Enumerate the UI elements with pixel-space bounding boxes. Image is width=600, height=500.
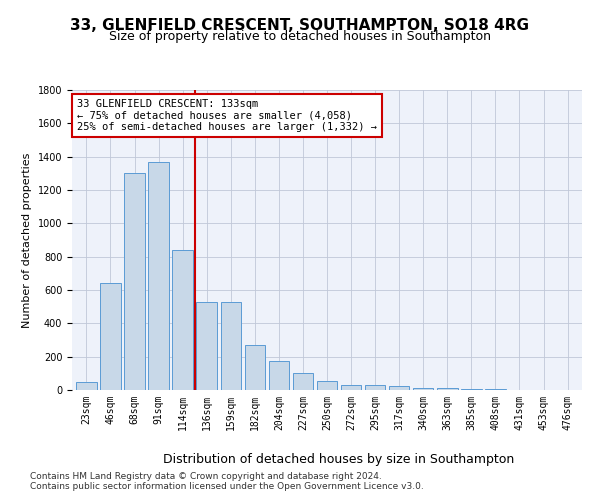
Bar [485, 389, 506, 390]
Bar [148, 162, 169, 390]
Y-axis label: Number of detached properties: Number of detached properties [22, 152, 32, 328]
Bar [100, 284, 121, 390]
Bar [365, 385, 385, 390]
Bar [76, 382, 97, 390]
Text: 33 GLENFIELD CRESCENT: 133sqm
← 75% of detached houses are smaller (4,058)
25% o: 33 GLENFIELD CRESCENT: 133sqm ← 75% of d… [77, 99, 377, 132]
Bar [221, 302, 241, 390]
Bar [172, 250, 193, 390]
Text: Contains public sector information licensed under the Open Government Licence v3: Contains public sector information licen… [30, 482, 424, 491]
Text: 33, GLENFIELD CRESCENT, SOUTHAMPTON, SO18 4RG: 33, GLENFIELD CRESCENT, SOUTHAMPTON, SO1… [71, 18, 530, 32]
Text: Size of property relative to detached houses in Southampton: Size of property relative to detached ho… [109, 30, 491, 43]
Bar [269, 361, 289, 390]
Bar [389, 386, 409, 390]
Bar [437, 388, 458, 390]
Text: Contains HM Land Registry data © Crown copyright and database right 2024.: Contains HM Land Registry data © Crown c… [30, 472, 382, 481]
Bar [245, 345, 265, 390]
Bar [124, 174, 145, 390]
Bar [196, 302, 217, 390]
Text: Distribution of detached houses by size in Southampton: Distribution of detached houses by size … [163, 452, 515, 466]
Bar [413, 388, 433, 390]
Bar [293, 374, 313, 390]
Bar [317, 381, 337, 390]
Bar [341, 385, 361, 390]
Bar [461, 389, 482, 390]
